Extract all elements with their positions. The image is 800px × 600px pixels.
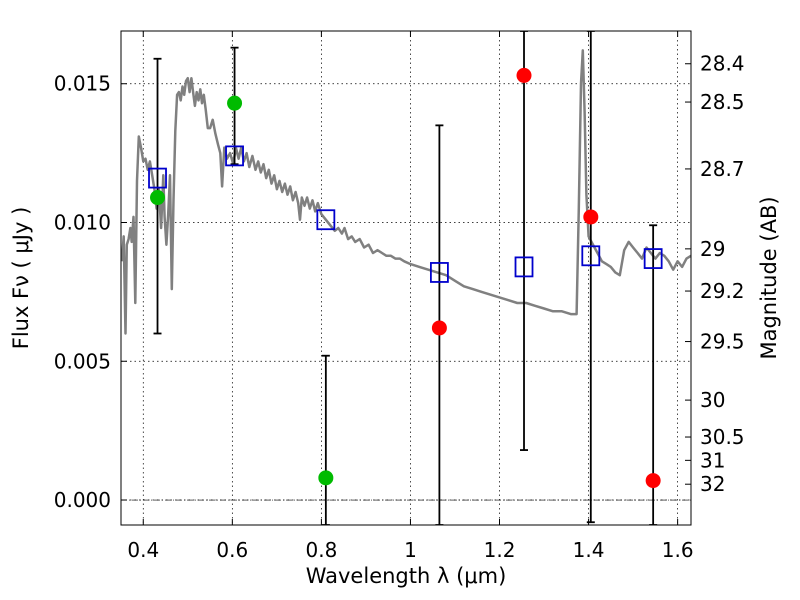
x-tick-label: 0.6 (216, 538, 248, 562)
model-point (316, 209, 336, 231)
mag-tick-label: 30 (700, 388, 725, 412)
detection-point (150, 190, 166, 206)
y-tick-label: 0.015 (54, 72, 111, 96)
x-tick-label: 1.2 (484, 538, 516, 562)
x-tick-label: 1 (404, 538, 417, 562)
y2-axis-title: Magnitude (AB) (757, 196, 781, 359)
mag-tick-label: 28.4 (700, 52, 745, 76)
x-tick-label: 1.6 (662, 538, 694, 562)
mag-tick-label: 30.5 (700, 425, 745, 449)
x-tick-label: 1.4 (573, 538, 605, 562)
model-point (148, 167, 167, 189)
model-point (225, 145, 244, 167)
x-axis-title: Wavelength λ (μm) (306, 564, 507, 588)
grid (121, 31, 691, 525)
x-tick-label: 0.4 (127, 538, 159, 562)
plot-background (121, 31, 691, 525)
nondetection-point (516, 67, 532, 83)
detection-point (227, 95, 243, 111)
mag-tick-label: 29 (700, 237, 725, 261)
model-point (514, 256, 534, 278)
mag-tick-label: 28.7 (700, 157, 745, 181)
y-tick-label: 0.005 (54, 349, 111, 373)
nondetection-point (645, 473, 661, 489)
mag-tick-label: 31 (700, 448, 725, 472)
mag-tick-label: 32 (700, 472, 725, 496)
model-point (429, 262, 449, 283)
model-point (643, 248, 663, 269)
mag-tick-label: 29.5 (700, 330, 745, 354)
detection-point (318, 470, 334, 486)
x-tick-label: 0.8 (305, 538, 337, 562)
y-axis-title: Flux Fν ( μJy ) (9, 207, 33, 350)
y-tick-label: 0.000 (54, 488, 111, 512)
nondetection-point (431, 320, 447, 336)
tick-labels: 0.4 0.6 0.8 1 1.2 1.4 1.6 0.000 0.005 0.010 0.015 2… (54, 52, 745, 562)
data-layer (121, 31, 691, 525)
plot-frame (120, 30, 692, 526)
mag-tick-label: 29.2 (700, 279, 745, 303)
sed-curve (121, 49, 691, 335)
model-point (581, 245, 601, 267)
y-tick-label: 0.010 (54, 210, 111, 234)
mag-tick-label: 28.5 (700, 90, 745, 114)
nondetection-point (583, 209, 599, 225)
ticks (121, 31, 691, 525)
